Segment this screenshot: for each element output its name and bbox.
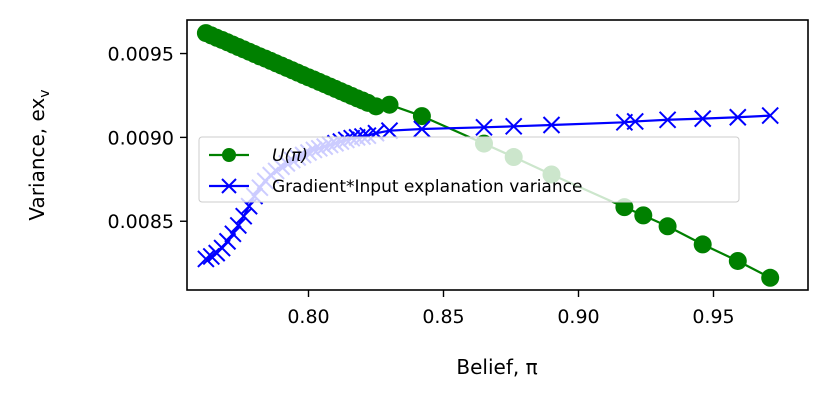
data-point <box>234 207 253 225</box>
data-point <box>224 225 242 243</box>
data-point <box>475 118 493 137</box>
legend-label-u-main: U( <box>272 146 292 166</box>
legend-label-u: U(π) <box>272 146 308 166</box>
data-point <box>413 120 431 138</box>
data-point <box>634 206 653 225</box>
y-axis-label-main: Variance, ex <box>25 98 49 221</box>
data-point <box>658 111 677 129</box>
y-axis-label: Variance, exv <box>25 89 53 220</box>
y-tick-label: 0.0085 <box>108 211 174 233</box>
x-tick-label: 0.85 <box>422 306 464 328</box>
data-point <box>504 117 523 136</box>
data-point <box>412 107 431 126</box>
data-point <box>218 232 237 251</box>
data-point <box>367 97 385 116</box>
axes-frame <box>186 19 809 291</box>
legend-marker-gi <box>221 178 237 194</box>
y-tick-label: 0.0095 <box>108 44 174 66</box>
data-point <box>380 121 399 140</box>
legend-marker-u <box>222 148 236 162</box>
data-point <box>615 198 634 217</box>
x-axis-label: Belief, π <box>456 355 537 379</box>
y-tick-label: 0.0090 <box>108 127 174 149</box>
legend-label-gi: Gradient*Input explanation variance <box>272 177 582 197</box>
y-axis: 0.0085 0.0090 0.0095 <box>108 44 187 233</box>
x-axis: 0.80 0.85 0.90 0.95 <box>287 290 735 328</box>
data-point <box>380 95 399 114</box>
data-point <box>229 216 248 235</box>
data-point <box>693 235 712 254</box>
data-point <box>626 112 644 131</box>
series-0 <box>196 24 780 287</box>
legend: U(π) Gradient*Input explanation variance <box>198 136 740 203</box>
data-point <box>693 109 712 128</box>
y-axis-label-sub: v <box>37 89 53 97</box>
data-point <box>728 251 747 270</box>
data-point <box>729 108 747 126</box>
data-point <box>658 217 677 236</box>
x-tick-label: 0.80 <box>287 306 329 328</box>
data-point <box>761 106 779 125</box>
data-point <box>761 268 780 287</box>
data-point <box>542 116 561 134</box>
x-tick-label: 0.90 <box>557 306 599 328</box>
legend-label-u-pi: π <box>291 146 302 166</box>
data-point <box>202 247 221 266</box>
legend-label-u-end: ) <box>299 146 308 166</box>
data-point <box>197 250 215 268</box>
x-tick-label: 0.95 <box>692 306 734 328</box>
legend-box <box>198 136 740 203</box>
